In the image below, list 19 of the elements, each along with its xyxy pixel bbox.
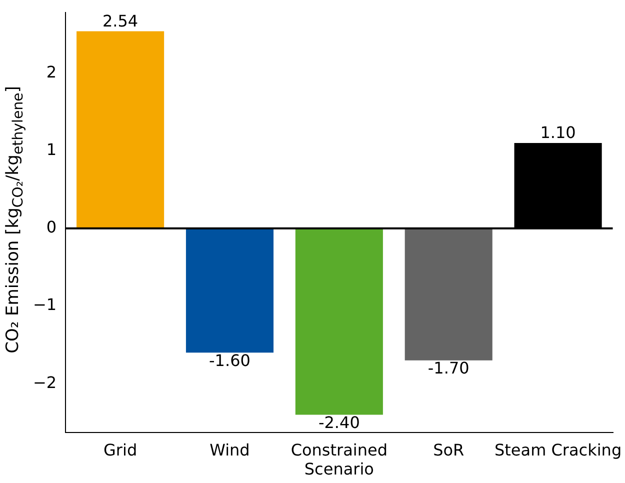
data-label: 2.54 xyxy=(102,11,138,30)
y-tick-label: −2 xyxy=(32,372,57,392)
y-tick-label: −1 xyxy=(32,295,57,314)
x-tick-label: SoR xyxy=(433,440,464,460)
bar xyxy=(295,228,383,415)
data-label: -1.70 xyxy=(428,358,470,378)
bar xyxy=(76,31,164,228)
y-tick-label: 2 xyxy=(46,62,57,82)
data-label: -2.40 xyxy=(318,412,360,432)
y-tick-label: 0 xyxy=(46,218,57,237)
bar xyxy=(186,228,274,353)
y-tick-label: 1 xyxy=(46,140,57,159)
x-tick-label: Constrained Scenario xyxy=(290,440,388,479)
bar xyxy=(404,228,492,360)
x-tick-label: Grid xyxy=(104,440,138,460)
x-tick-label: Steam Cracking xyxy=(494,440,622,460)
data-label: 1.10 xyxy=(540,123,576,142)
data-label: -1.60 xyxy=(209,350,250,370)
x-tick-label: Wind xyxy=(210,440,250,460)
